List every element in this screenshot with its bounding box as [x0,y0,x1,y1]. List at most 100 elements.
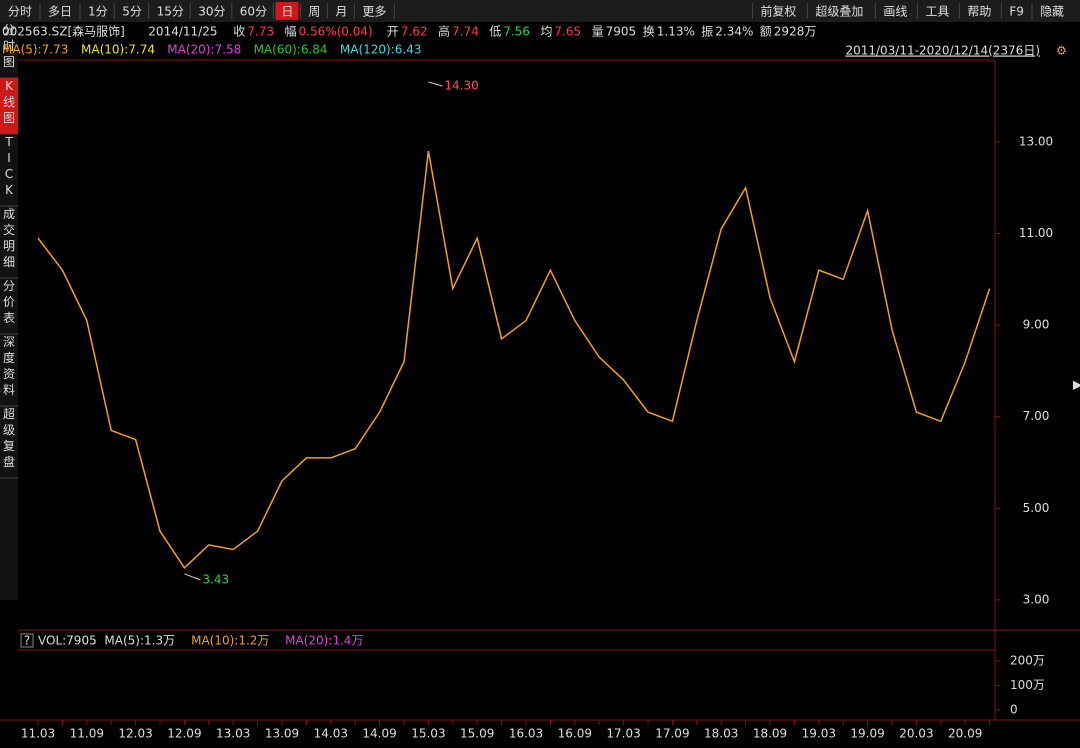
toolbar-tab[interactable]: 60分 [240,5,267,19]
y-tick-label: 9.00 [1023,318,1050,332]
toolbar-button[interactable]: 工具 [925,5,949,19]
x-tick-label: 12.03 [118,727,152,741]
x-tick-label: 18.03 [704,727,738,741]
side-tab[interactable]: K 线图 [3,79,15,125]
side-tab[interactable]: 分时图 [3,23,15,69]
field-label: 振 [701,25,713,39]
ma-label: MA(10):7.74 [81,43,155,57]
toolbar-tab[interactable]: 分时 [8,5,32,19]
toolbar-button[interactable]: 画线 [883,5,907,19]
range-label: 2011/03/11-2020/12/14(2376日) [845,44,1040,58]
x-tick-label: 18.09 [753,727,787,741]
annotation: 3.43 [202,573,229,587]
field-value: 7.73 [247,25,274,39]
side-tab[interactable]: 深度资料 [3,335,15,397]
y-tick-label: 3.00 [1023,592,1050,606]
volume-tick-label: 100万 [1010,678,1045,692]
x-tick-label: 15.03 [411,727,445,741]
x-tick-label: 20.09 [948,727,982,741]
field-label: 换 [643,25,655,39]
ma-label: MA(120):6.43 [340,43,422,57]
toolbar-tab[interactable]: 更多 [362,5,386,19]
volume-tick-label: 0 [1010,703,1018,717]
help-text[interactable]: ? [24,634,30,648]
x-tick-label: 14.09 [362,727,396,741]
x-tick-label: 19.09 [850,727,884,741]
x-tick-label: 12.09 [167,727,201,741]
volume-label: MA(10):1.2万 [191,634,269,648]
field-value: 7.62 [401,25,428,39]
field-value: 7.74 [452,25,479,39]
toolbar-tab[interactable]: 多日 [48,5,72,19]
x-tick-label: 17.09 [655,727,689,741]
help-icon[interactable] [20,633,34,648]
volume-tick-label: 200万 [1010,654,1045,668]
toolbar [0,0,1080,22]
annotation-pointer [428,81,443,87]
field-value: 1.13% [657,25,695,39]
toolbar-tab[interactable]: 月 [335,5,347,19]
toolbar-tab[interactable]: 15分 [157,5,184,19]
toolbar-button[interactable]: F9 [1009,5,1024,19]
x-tick-label: 13.03 [216,727,250,741]
volume-label: MA(5):1.3万 [104,634,175,648]
field-label: 高 [438,24,450,39]
field-label: 幅 [285,24,297,39]
volume-label: VOL:7905 [38,634,97,648]
toolbar-tab[interactable]: 5分 [122,5,142,19]
field-value: 7.56 [503,25,530,39]
side-tab[interactable]: 成交明细 [3,207,15,269]
x-tick-label: 13.09 [265,727,299,741]
side-bar [0,22,18,600]
volume-label: MA(20):1.4万 [285,634,363,648]
toolbar-tab[interactable]: 周 [308,5,320,19]
price-line [37,150,991,569]
field-value: 7905 [606,25,637,39]
y-tick-label: 7.00 [1023,409,1050,423]
field-value: 0.56%(0.04) [299,25,373,39]
x-tick-label: 14.03 [314,727,348,741]
x-tick-label: 11.09 [70,727,104,741]
annotation: 14.30 [444,79,478,93]
toolbar-button[interactable]: 隐藏 [1040,5,1064,19]
annotation-pointer [184,573,201,581]
field-label: 收 [233,25,245,39]
toolbar-tab[interactable]: 1分 [88,5,108,19]
field-value: 7.65 [554,25,581,39]
field-label: 额 [760,25,772,39]
date: 2014/11/25 [148,25,217,39]
x-tick-label: 15.09 [460,727,494,741]
side-tab[interactable]: 超级复盘 [3,406,15,469]
x-tick-label: 17.03 [606,727,640,741]
ma-label: MA(60):6.84 [254,43,328,57]
x-tick-label: 20.03 [899,727,933,741]
y-tick-label: 5.00 [1023,501,1050,515]
toolbar-button[interactable]: 帮助 [967,5,991,19]
settings-icon[interactable]: ⚙ [1056,44,1067,58]
expand-arrow[interactable]: ▶ [1073,378,1080,392]
tab-active [275,2,299,20]
toolbar-button[interactable]: 前复权 [760,4,796,19]
toolbar-tab[interactable]: 30分 [198,5,225,19]
ma-label: MA(5):7.73 [2,43,68,57]
toolbar-tab[interactable]: 日 [281,5,293,19]
x-tick-label: 19.03 [802,727,836,741]
field-value: 2.34% [715,25,753,39]
field-label: 开 [387,25,399,39]
field-label: 低 [489,25,501,39]
x-tick-label: 16.09 [558,727,592,741]
x-tick-label: 16.03 [509,727,543,741]
y-tick-label: 13.00 [1019,134,1053,148]
ma-label: MA(20):7.58 [167,43,241,57]
field-value: 2928万 [774,25,817,39]
stock-code: 002563.SZ[森马服饰] [2,24,125,39]
side-tab[interactable]: 分价表 [3,279,15,325]
field-label: 量 [592,25,604,39]
y-tick-label: 11.00 [1019,226,1053,240]
field-label: 均 [540,25,552,39]
toolbar-button[interactable]: 超级叠加 [815,4,863,19]
side-tab-active [0,78,18,134]
x-tick-label: 11.03 [21,727,55,741]
